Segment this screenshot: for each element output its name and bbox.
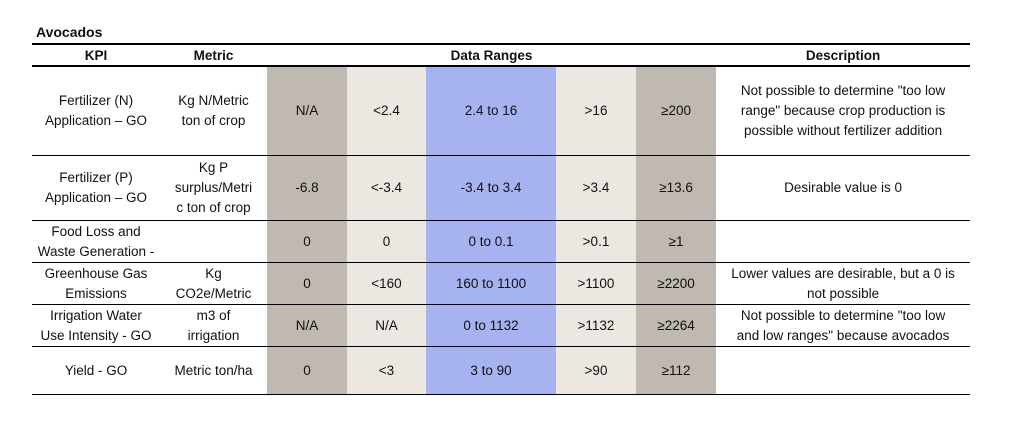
kpi-cell: Fertilizer (N) Application – GO — [32, 66, 160, 156]
description-line: Desirable value is 0 — [784, 180, 902, 195]
range-cell: -6.8 — [267, 155, 347, 221]
range-cell: >0.1 — [556, 220, 636, 263]
description-cell: Lower values are desirable, but a 0 is n… — [716, 262, 971, 305]
range-cell: <3 — [347, 346, 426, 395]
kpi-table: KPI Metric Data Ranges Description Ferti… — [32, 43, 971, 395]
kpi-cell: Yield - GO — [32, 346, 160, 395]
range-cell-optimal: 3 to 90 — [426, 346, 556, 395]
kpi-line: Irrigation Water — [50, 307, 142, 323]
range-cell: ≥13.6 — [636, 155, 717, 221]
metric-line: ton of crop — [181, 113, 246, 128]
metric-cell: Kg CO2e/Metric — [160, 262, 267, 305]
metric-line: Kg N/Metric — [178, 93, 249, 108]
metric-cell: Kg P surplus/Metri c ton of crop — [160, 155, 267, 221]
metric-line: Kg P — [198, 160, 229, 175]
header-metric: Metric — [160, 43, 267, 67]
range-cell: 0 — [267, 262, 347, 305]
kpi-line: Emissions — [65, 285, 127, 301]
range-cell: >1132 — [556, 304, 636, 347]
description-line: not possible — [807, 285, 880, 301]
range-cell-optimal: -3.4 to 3.4 — [426, 155, 556, 221]
metric-line: surplus/Metri — [174, 180, 253, 195]
range-cell-optimal: 2.4 to 16 — [426, 66, 556, 156]
metric-cell — [160, 220, 267, 263]
kpi-line: Application – GO — [44, 113, 148, 128]
range-cell: >3.4 — [556, 155, 636, 221]
description-line: Lower values are desirable, but a 0 is — [731, 265, 955, 281]
range-cell-optimal: 0 to 1132 — [426, 304, 556, 347]
description-cell: Not possible to determine "too low and l… — [716, 304, 971, 347]
metric-line: Metric ton/ha — [174, 362, 253, 378]
description-cell: Desirable value is 0 — [716, 155, 971, 221]
metric-cell: Kg N/Metric ton of crop — [160, 66, 267, 156]
metric-cell: m3 of irrigation — [160, 304, 267, 347]
kpi-cell: Food Loss and Waste Generation - — [32, 220, 160, 263]
range-cell: >90 — [556, 346, 636, 395]
range-cell: 0 — [267, 346, 347, 395]
range-cell: N/A — [267, 66, 347, 156]
header-description: Description — [716, 43, 971, 67]
range-cell: ≥112 — [636, 346, 717, 395]
table-title: Avocados — [36, 24, 103, 40]
metric-line: c ton of crop — [176, 200, 251, 215]
range-cell: 0 — [347, 220, 426, 263]
range-cell-optimal: 0 to 0.1 — [426, 220, 556, 263]
table-row: Food Loss and Waste Generation - 0 0 0 t… — [32, 220, 971, 263]
metric-line: irrigation — [187, 327, 240, 343]
table-row: Yield - GO Metric ton/ha 0 <3 3 to 90 >9… — [32, 346, 971, 395]
description-line: Not possible to determine "too low — [740, 307, 946, 323]
header-row: KPI Metric Data Ranges Description — [32, 43, 971, 67]
description-cell — [716, 220, 971, 263]
range-cell: ≥2200 — [636, 262, 717, 305]
metric-line: CO2e/Metric — [175, 285, 252, 301]
metric-line: m3 of — [196, 307, 231, 323]
metric-cell: Metric ton/ha — [160, 346, 267, 395]
header-data-ranges: Data Ranges — [267, 43, 717, 67]
range-cell: ≥2264 — [636, 304, 717, 347]
table-row: Greenhouse Gas Emissions Kg CO2e/Metric … — [32, 262, 971, 305]
description-line: range" because crop production is — [740, 103, 946, 118]
description-cell: Not possible to determine "too low range… — [716, 66, 971, 156]
kpi-line: Waste Generation - — [37, 243, 155, 259]
kpi-cell: Fertilizer (P) Application – GO — [32, 155, 160, 221]
range-cell: ≥200 — [636, 66, 717, 156]
range-cell: >1100 — [556, 262, 636, 305]
description-line: Not possible to determine "too low — [740, 83, 946, 98]
kpi-line: Yield - GO — [64, 362, 128, 378]
metric-line: Kg — [205, 265, 222, 281]
table-row: Fertilizer (N) Application – GO Kg N/Met… — [32, 66, 971, 156]
table-row: Fertilizer (P) Application – GO Kg P sur… — [32, 155, 971, 221]
kpi-line: Fertilizer (N) — [58, 93, 134, 108]
table-row: Irrigation Water Use Intensity - GO m3 o… — [32, 304, 971, 347]
description-line: and low ranges" because avocados — [736, 327, 950, 343]
range-cell: <-3.4 — [347, 155, 426, 221]
range-cell: N/A — [347, 304, 426, 347]
range-cell-optimal: 160 to 1100 — [426, 262, 556, 305]
range-cell: ≥1 — [636, 220, 717, 263]
range-cell: >16 — [556, 66, 636, 156]
range-cell: 0 — [267, 220, 347, 263]
description-line: possible without fertilizer addition — [744, 123, 943, 138]
range-cell: <2.4 — [347, 66, 426, 156]
header-kpi: KPI — [32, 43, 160, 67]
kpi-line: Fertilizer (P) — [59, 170, 133, 185]
kpi-line: Food Loss and — [51, 223, 141, 239]
range-cell: N/A — [267, 304, 347, 347]
kpi-cell: Irrigation Water Use Intensity - GO — [32, 304, 160, 347]
description-cell — [716, 346, 971, 395]
kpi-line: Use Intensity - GO — [40, 327, 152, 343]
range-cell: <160 — [347, 262, 426, 305]
kpi-line: Application – GO — [44, 190, 148, 205]
kpi-cell: Greenhouse Gas Emissions — [32, 262, 160, 305]
kpi-line: Greenhouse Gas — [44, 265, 148, 281]
